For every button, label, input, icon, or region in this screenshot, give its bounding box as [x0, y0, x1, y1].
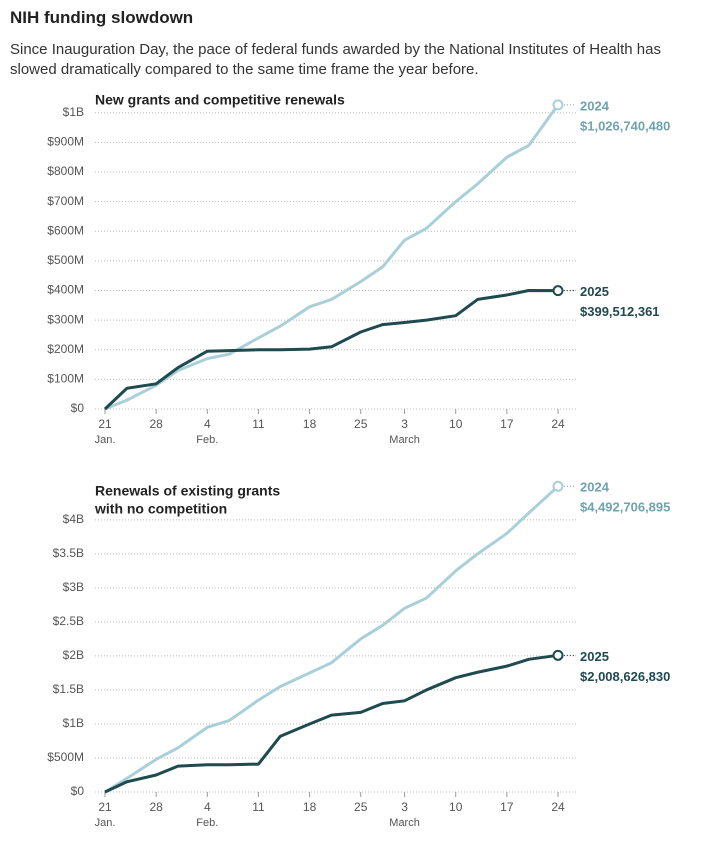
y-tick-label: $4B	[63, 512, 84, 526]
value-label: $399,512,361	[580, 304, 660, 319]
series-line	[104, 104, 560, 411]
x-tick-label: 24	[551, 417, 565, 431]
x-tick-label: 21	[98, 417, 112, 431]
x-tick-label: 10	[449, 800, 463, 814]
y-tick-label: $100M	[47, 372, 84, 386]
chart-title: with no competition	[94, 501, 227, 517]
header: NIH funding slowdown Since Inauguration …	[10, 8, 710, 80]
y-tick-label: $600M	[47, 223, 84, 237]
value-label: $2,008,626,830	[580, 669, 670, 684]
x-tick-label: 25	[354, 417, 368, 431]
legend-label: 2024	[580, 98, 610, 113]
x-tick-label: 18	[303, 800, 317, 814]
x-tick-label: 3	[401, 417, 408, 431]
series-line	[104, 653, 559, 794]
y-tick-label: $2B	[63, 648, 84, 662]
month-label: March	[389, 434, 420, 446]
x-tick-label: 17	[500, 417, 514, 431]
x-tick-label: 17	[500, 800, 514, 814]
month-label: Jan.	[95, 434, 116, 446]
end-marker	[552, 480, 564, 492]
x-tick-label: 10	[449, 417, 463, 431]
y-tick-label: $0	[71, 401, 85, 415]
x-tick-label: 28	[149, 800, 163, 814]
x-tick-label: 24	[551, 800, 565, 814]
month-label: Jan.	[95, 817, 116, 829]
y-tick-label: $3B	[63, 580, 84, 594]
y-tick-label: $1B	[63, 105, 84, 119]
page-title: NIH funding slowdown	[10, 8, 194, 27]
page-subtitle: Since Inauguration Day, the pace of fede…	[10, 41, 661, 78]
x-tick-label: 4	[204, 800, 211, 814]
month-label: March	[389, 817, 420, 829]
x-tick-label: 11	[252, 800, 265, 814]
series-line	[103, 289, 559, 411]
y-tick-label: $3.5B	[53, 546, 84, 560]
month-label: Feb.	[196, 817, 218, 829]
y-tick-label: $500M	[47, 253, 84, 267]
value-label: $4,492,706,895	[580, 500, 670, 515]
end-marker	[552, 649, 564, 661]
y-tick-label: $0	[71, 784, 85, 798]
x-tick-label: 21	[98, 800, 112, 814]
y-tick-label: $200M	[47, 342, 84, 356]
y-tick-label: $900M	[47, 135, 84, 149]
x-tick-label: 4	[204, 417, 211, 431]
legend-label: 2025	[580, 649, 609, 664]
y-tick-label: $2.5B	[53, 614, 84, 628]
x-tick-label: 25	[354, 800, 368, 814]
y-tick-label: $400M	[47, 283, 84, 297]
y-tick-label: $500M	[47, 750, 84, 764]
end-marker	[552, 285, 564, 297]
end-marker	[552, 99, 564, 111]
y-tick-label: $1.5B	[53, 682, 84, 696]
chart-title: Renewals of existing grants	[95, 483, 280, 499]
chart-title: New grants and competitive renewals	[95, 92, 345, 108]
month-label: Feb.	[196, 434, 218, 446]
y-tick-label: $700M	[47, 194, 84, 208]
y-tick-label: $800M	[47, 164, 84, 178]
x-tick-label: 11	[252, 417, 265, 431]
y-tick-label: $300M	[47, 312, 84, 326]
legend-label: 2024	[580, 480, 610, 495]
value-label: $1,026,740,480	[580, 118, 670, 133]
legend-label: 2025	[580, 284, 609, 299]
x-tick-label: 3	[401, 800, 408, 814]
series-line	[104, 485, 560, 794]
x-tick-label: 28	[149, 417, 163, 431]
y-tick-label: $1B	[63, 716, 84, 730]
x-tick-label: 18	[303, 417, 317, 431]
